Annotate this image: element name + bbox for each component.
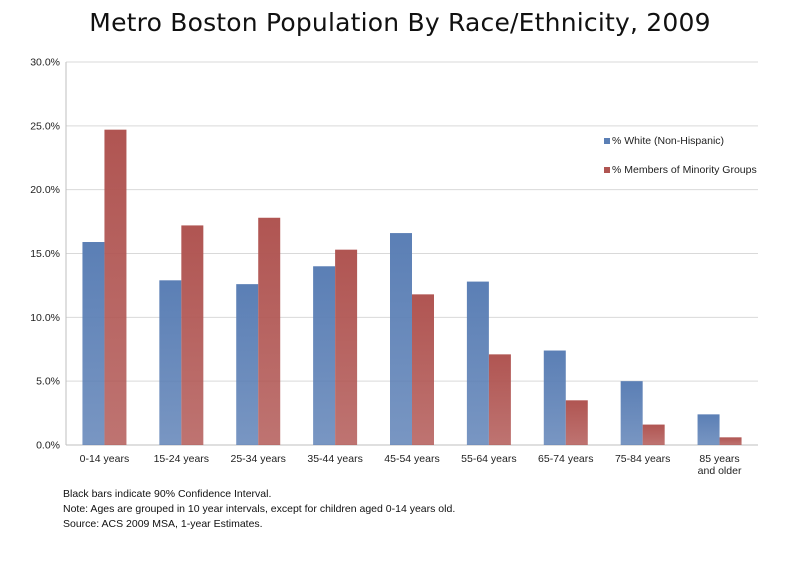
bar-minority bbox=[335, 249, 358, 445]
bar-white bbox=[82, 242, 105, 445]
note-source: Source: ACS 2009 MSA, 1-year Estimates. bbox=[63, 518, 263, 530]
legend-label: % White (Non-Hispanic) bbox=[612, 135, 724, 147]
bar-minority bbox=[719, 437, 742, 445]
legend-label: % Members of Minority Groups bbox=[612, 164, 757, 176]
bar-white bbox=[236, 284, 259, 445]
y-tick-label: 30.0% bbox=[30, 57, 60, 69]
note-confidence-interval: Black bars indicate 90% Confidence Inter… bbox=[63, 488, 272, 500]
x-tick-label: 0-14 years bbox=[80, 453, 130, 465]
bar-white bbox=[697, 414, 720, 445]
y-tick-label: 0.0% bbox=[36, 440, 60, 452]
bar-minority bbox=[412, 294, 434, 445]
bar-minority bbox=[565, 400, 588, 445]
x-tick-label: 45-54 years bbox=[384, 453, 439, 465]
x-tick-label: 15-24 years bbox=[154, 453, 209, 465]
bar-white bbox=[313, 266, 336, 445]
bar-white bbox=[543, 350, 566, 445]
bar-white bbox=[466, 281, 489, 445]
note-age-grouping: Note: Ages are grouped in 10 year interv… bbox=[63, 503, 456, 515]
bar-minority bbox=[488, 354, 511, 445]
y-tick-label: 20.0% bbox=[30, 184, 60, 196]
x-tick-label: 65-74 years bbox=[538, 453, 593, 465]
x-tick-label: 25-34 years bbox=[230, 453, 285, 465]
x-tick-label: 85 years bbox=[699, 453, 739, 465]
y-tick-label: 5.0% bbox=[36, 376, 60, 388]
bar-white bbox=[620, 381, 643, 445]
bar-minority bbox=[181, 225, 204, 445]
bar-white bbox=[159, 280, 182, 445]
y-tick-label: 10.0% bbox=[30, 312, 60, 324]
chart-title: Metro Boston Population By Race/Ethnicit… bbox=[89, 8, 711, 37]
y-tick-label: 25.0% bbox=[30, 120, 60, 132]
bar-minority bbox=[258, 217, 281, 445]
bar-white bbox=[390, 233, 412, 445]
legend-swatch bbox=[604, 167, 610, 173]
bar-minority bbox=[104, 129, 127, 445]
legend: % White (Non-Hispanic) % Members of Minor… bbox=[604, 135, 757, 176]
x-tick-label: 35-44 years bbox=[307, 453, 362, 465]
legend-swatch bbox=[604, 138, 610, 144]
y-tick-label: 15.0% bbox=[30, 248, 60, 260]
bars bbox=[82, 129, 742, 445]
bar-minority bbox=[642, 424, 665, 445]
x-tick-label: 55-64 years bbox=[461, 453, 516, 465]
chart-notes: Black bars indicate 90% Confidence Inter… bbox=[63, 487, 455, 532]
x-tick-label: and older bbox=[698, 465, 742, 477]
x-tick-label: 75-84 years bbox=[615, 453, 670, 465]
